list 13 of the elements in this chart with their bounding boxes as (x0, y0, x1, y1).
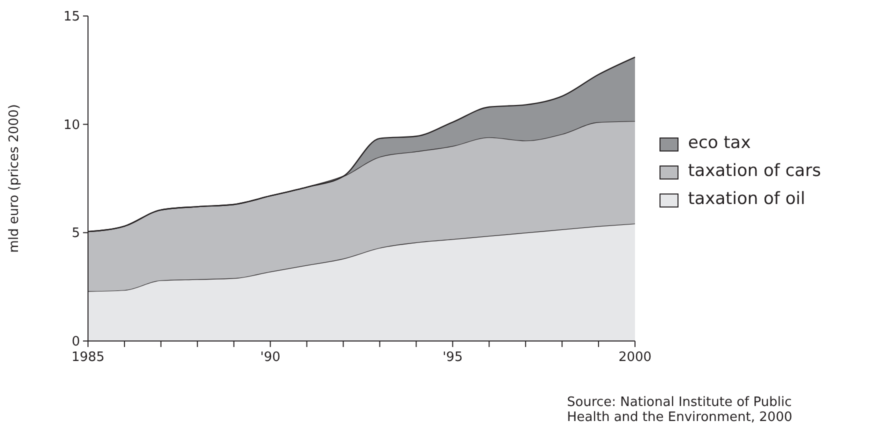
y-tick-label: 10 (63, 118, 80, 133)
x-tick-label: 2000 (618, 350, 652, 365)
x-tick-label: 1985 (71, 350, 105, 365)
x-tick-label: '90 (260, 350, 280, 365)
legend-label: taxation of oil (688, 189, 806, 209)
legend-label: eco tax (688, 133, 751, 153)
y-tick-label: 15 (63, 10, 80, 25)
y-axis-title: mld euro (prices 2000) (7, 104, 22, 253)
legend-label: taxation of cars (688, 161, 822, 181)
x-tick-label: '95 (442, 350, 463, 365)
y-tick-label: 0 (72, 334, 80, 350)
source-note: Source: National Institute of Public Health and the Environment, 2000 (567, 395, 792, 425)
y-tick-label: 5 (72, 226, 80, 242)
